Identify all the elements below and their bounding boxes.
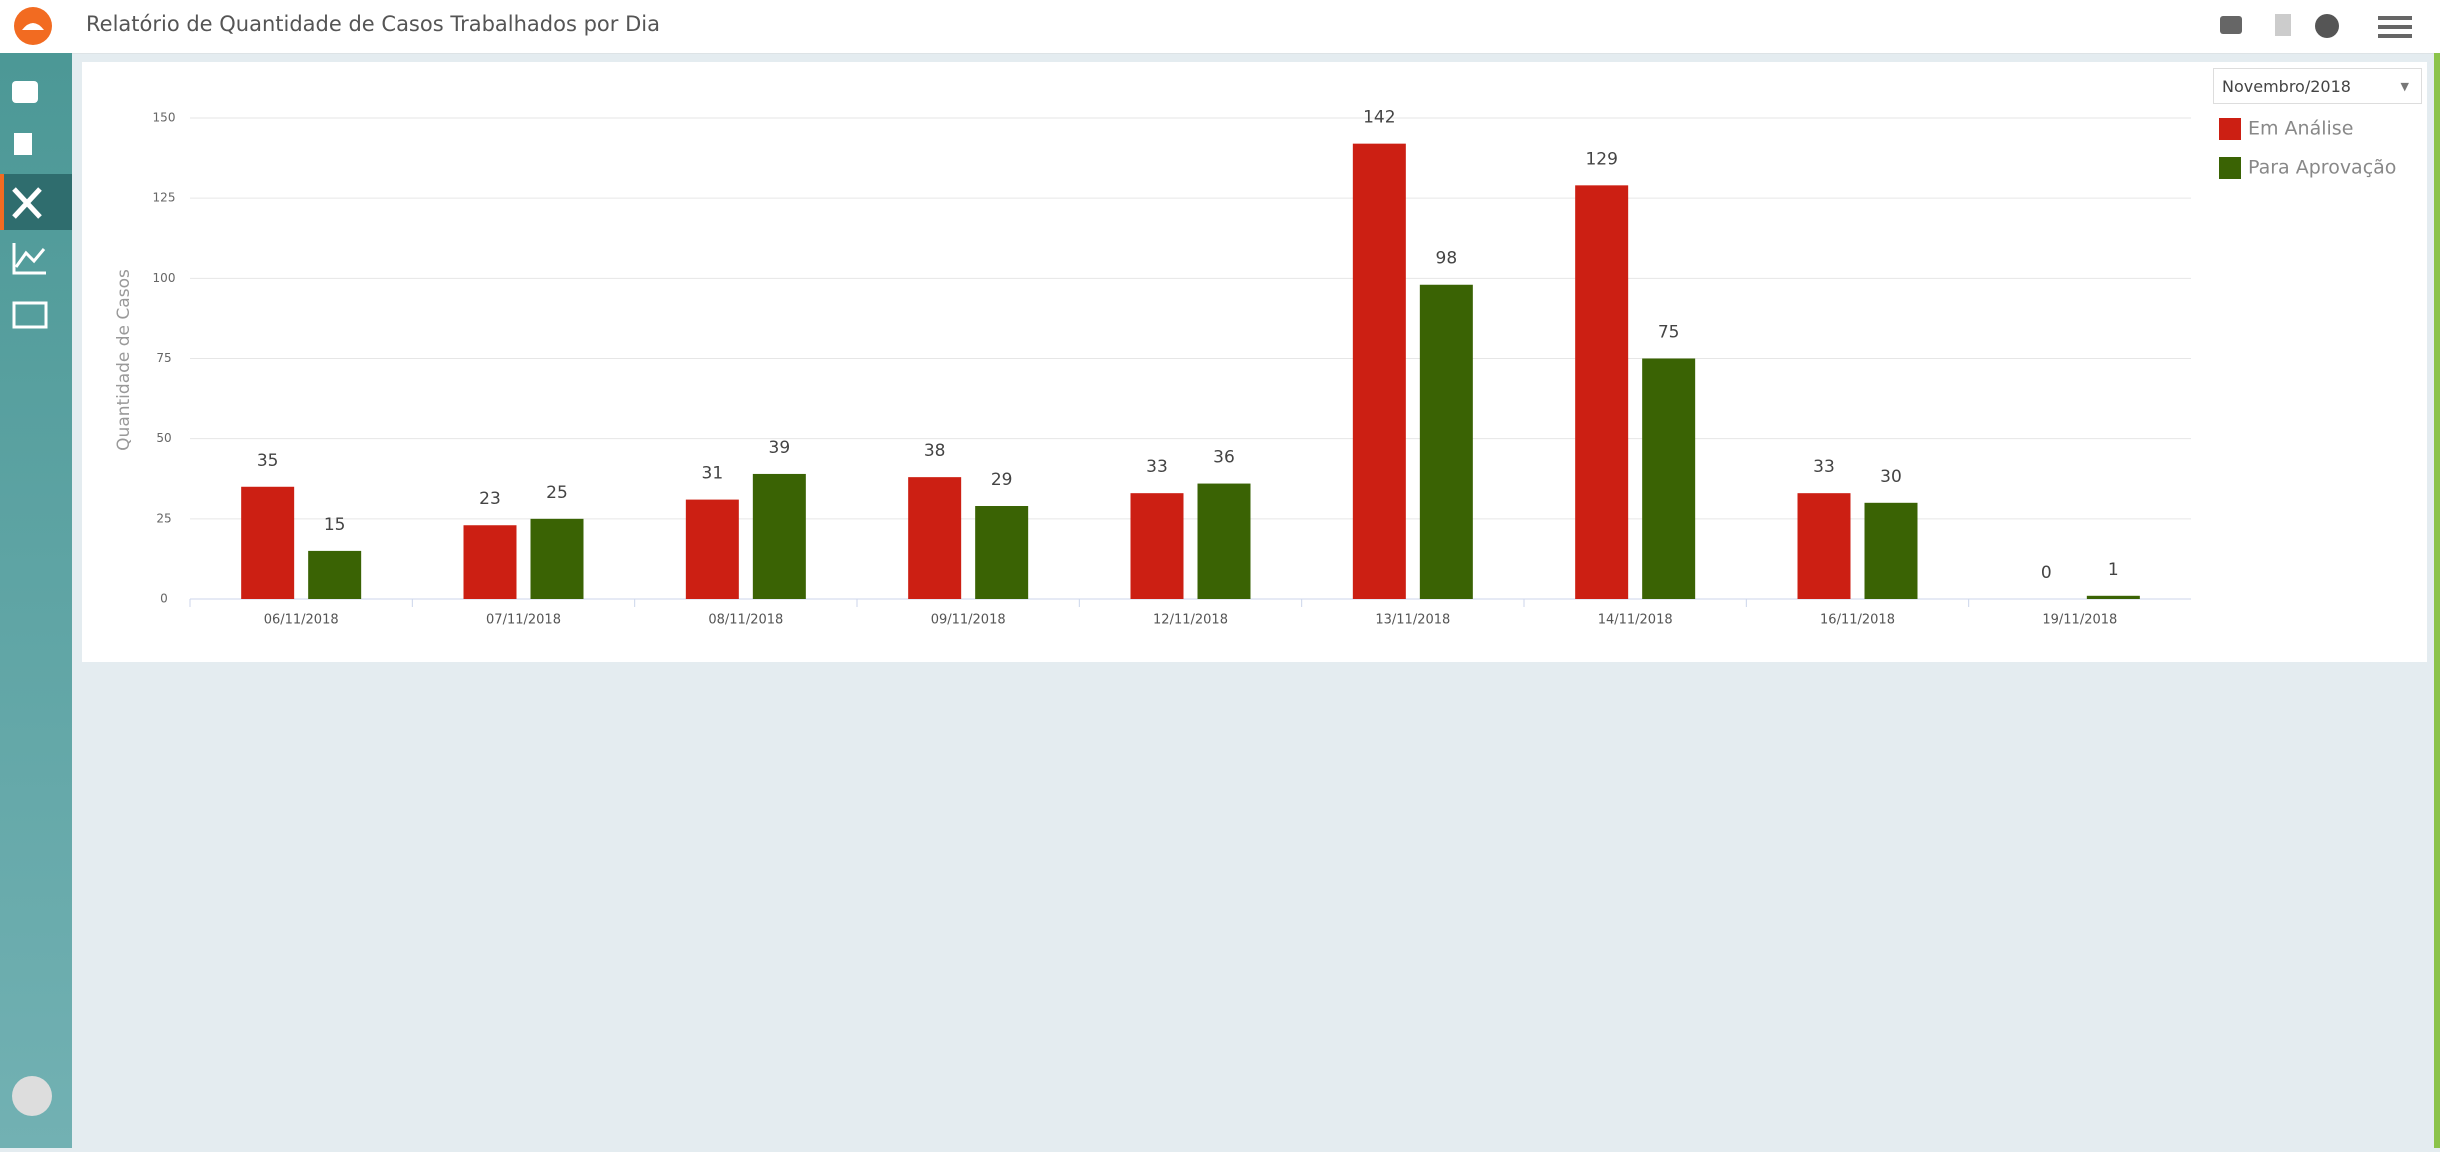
page-title: Relatório de Quantidade de Casos Trabalh… — [86, 12, 660, 36]
value-label: 36 — [1213, 448, 1235, 468]
month-dropdown[interactable]: Novembro/2018 ▼ — [2213, 68, 2422, 104]
bar — [530, 518, 584, 599]
legend-swatch — [2219, 157, 2241, 179]
x-tick-label: 06/11/2018 — [264, 613, 339, 628]
bar — [241, 486, 295, 599]
legend-label: Em Análise — [2248, 118, 2353, 140]
bar — [752, 473, 806, 599]
y-tick-label: 50 — [156, 431, 171, 445]
nav-active-marker — [0, 174, 4, 230]
y-tick-label: 0 — [160, 592, 168, 606]
bar — [1642, 358, 1696, 599]
top-bar: Relatório de Quantidade de Casos Trabalh… — [0, 0, 2440, 54]
value-label: 1 — [2108, 560, 2119, 580]
x-tick-label: 13/11/2018 — [1375, 613, 1450, 628]
y-tick-label: 75 — [156, 351, 171, 365]
value-label: 23 — [479, 489, 501, 509]
x-tick-label: 19/11/2018 — [2042, 613, 2117, 628]
y-tick-label: 100 — [153, 271, 176, 285]
nav-dashboard[interactable] — [12, 301, 48, 329]
bar — [2086, 595, 2140, 599]
nav-inbox[interactable] — [12, 81, 38, 103]
sidebar-icons — [0, 81, 72, 1116]
x-tick-label: 07/11/2018 — [486, 613, 561, 628]
bar — [1130, 493, 1184, 599]
menu-icon — [2378, 25, 2412, 29]
top-icons — [14, 7, 2412, 45]
value-label: 38 — [924, 441, 946, 461]
value-label: 31 — [702, 464, 724, 484]
bar — [1419, 284, 1473, 599]
bar — [1352, 143, 1406, 600]
bar — [1197, 483, 1251, 599]
y-tick-label: 125 — [153, 191, 176, 205]
legend-label: Para Aprovação — [2248, 157, 2396, 179]
bar — [308, 550, 362, 599]
nav-active — [0, 174, 72, 230]
y-tick-label: 150 — [153, 111, 176, 125]
month-text: Novembro/2018 — [2222, 77, 2351, 96]
chart-panel: Quantidade de Casos 0 25 50 75 100 125 150 06/1… — [82, 62, 2427, 662]
bar — [1575, 185, 1629, 599]
menu-icon[interactable] — [2378, 16, 2412, 20]
value-label: 0 — [2041, 563, 2052, 583]
value-label: 75 — [1658, 323, 1680, 343]
x-tick-label: 14/11/2018 — [1598, 613, 1673, 628]
value-label: 33 — [1146, 457, 1168, 477]
chart: Quantidade de Casos 025507510012515006/1… — [114, 108, 2396, 628]
inbox-icon[interactable] — [2220, 16, 2242, 34]
nav-chart[interactable] — [12, 243, 46, 275]
logo-mark — [22, 23, 44, 30]
sidebar — [0, 53, 72, 1148]
value-label: 29 — [991, 470, 1013, 490]
x-tick-label: 12/11/2018 — [1153, 613, 1228, 628]
x-tick-label: 08/11/2018 — [708, 613, 783, 628]
value-label: 30 — [1880, 467, 1902, 487]
legend-swatch — [2219, 118, 2241, 140]
bar — [685, 499, 739, 599]
help-icon[interactable] — [2315, 14, 2339, 38]
y-axis-label: Quantidade de Casos — [114, 269, 134, 451]
bar — [463, 525, 517, 599]
nav-tools[interactable] — [12, 187, 42, 219]
value-label: 98 — [1436, 249, 1458, 269]
value-label: 39 — [769, 438, 791, 458]
value-label: 129 — [1585, 149, 1617, 169]
x-tick-label: 09/11/2018 — [931, 613, 1006, 628]
avatar[interactable] — [12, 1076, 52, 1116]
value-label: 35 — [257, 451, 279, 471]
right-edge — [2434, 53, 2440, 1148]
menu-icon — [2378, 34, 2412, 38]
bar — [1797, 493, 1851, 599]
dropdown-arrow: ▼ — [2400, 80, 2409, 93]
x-tick-label: 16/11/2018 — [1820, 613, 1895, 628]
value-label: 15 — [324, 515, 346, 535]
y-tick-label: 25 — [156, 511, 171, 525]
nav-users[interactable] — [14, 133, 32, 155]
clipboard-icon[interactable] — [2275, 14, 2291, 36]
value-label: 25 — [546, 483, 568, 503]
bar — [975, 506, 1029, 599]
value-label: 142 — [1363, 108, 1395, 128]
bar — [908, 477, 962, 599]
value-label: 33 — [1813, 457, 1835, 477]
bar — [1864, 502, 1918, 599]
